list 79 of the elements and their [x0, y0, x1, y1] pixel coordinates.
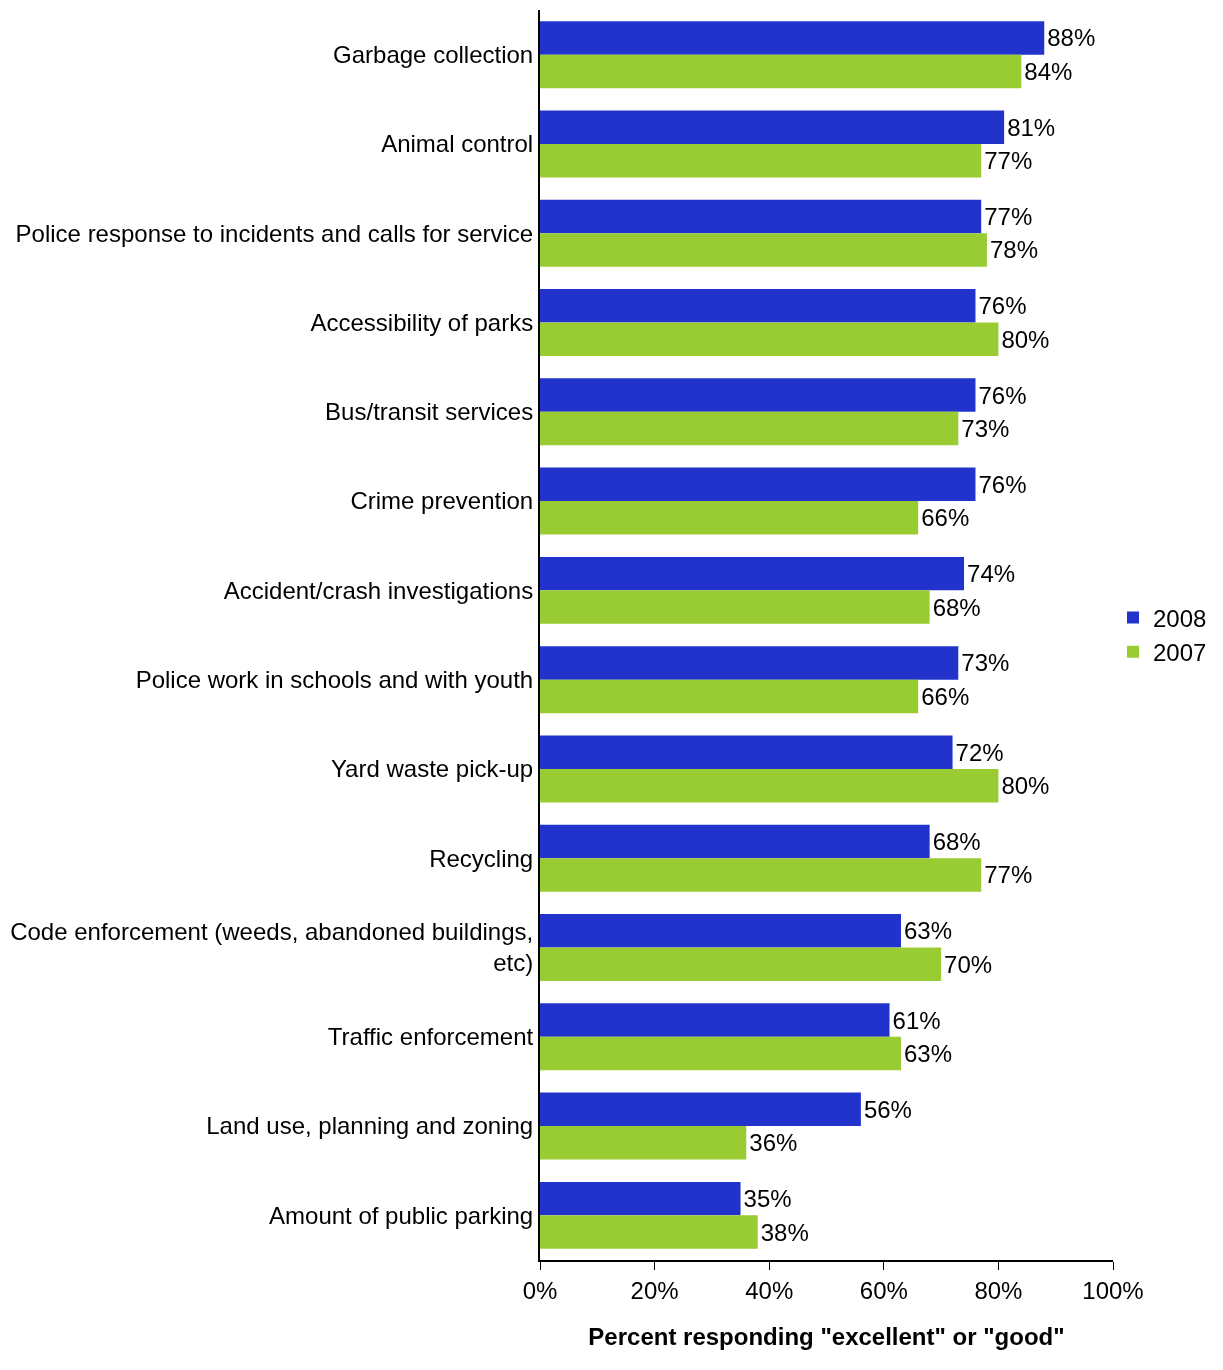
bar — [540, 322, 999, 356]
data-label: 76% — [978, 470, 1027, 498]
bar — [540, 646, 959, 680]
bar — [540, 233, 987, 267]
data-label: 73% — [961, 649, 1010, 677]
data-label: 68% — [932, 827, 981, 855]
bar — [540, 1215, 758, 1249]
data-label: 56% — [863, 1095, 912, 1123]
data-label: 77% — [984, 147, 1033, 175]
bar — [540, 1181, 741, 1216]
data-label: 63% — [903, 917, 953, 945]
y-tick-label: Animal control — [381, 130, 534, 158]
data-label: 66% — [921, 504, 970, 532]
x-tick-label: 80% — [974, 1276, 1023, 1304]
data-label: 38% — [760, 1218, 809, 1246]
y-tick-label: Garbage collection — [333, 41, 534, 69]
data-label: 68% — [932, 593, 981, 621]
y-tick-label: Crime prevention — [350, 487, 534, 515]
data-label: 66% — [921, 682, 970, 710]
data-label: 72% — [955, 738, 1004, 766]
bar — [540, 947, 942, 981]
y-tick-label: Accessibility of parks — [310, 308, 534, 336]
bar — [540, 199, 982, 234]
y-tick-label: Accident/crash investigations — [223, 576, 534, 604]
bar — [540, 590, 930, 624]
bar — [540, 1092, 861, 1127]
data-label: 74% — [967, 560, 1016, 588]
y-tick-label: Police response to incidents and calls for service — [15, 219, 534, 247]
data-label: 84% — [1024, 57, 1073, 85]
y-tick-label: Land use, planning and zoning — [206, 1112, 534, 1140]
bar — [540, 110, 1005, 144]
y-tick-label: Code enforcement (weeds, abandoned buildings, etc) — [10, 918, 534, 977]
data-label: 73% — [961, 415, 1010, 443]
data-label: 77% — [984, 861, 1033, 889]
bar — [540, 467, 976, 502]
bar — [540, 378, 976, 412]
bar — [540, 735, 953, 769]
bar — [540, 143, 982, 178]
data-label: 63% — [903, 1040, 953, 1068]
bar — [540, 54, 1022, 89]
bar — [540, 1036, 901, 1071]
bar — [540, 1003, 890, 1037]
data-label: 35% — [743, 1185, 792, 1213]
bar — [540, 679, 919, 714]
bar — [540, 556, 965, 591]
bar — [540, 411, 959, 446]
x-tick-label: 40% — [745, 1276, 794, 1304]
data-label: 76% — [978, 381, 1027, 409]
y-tick-label: Police work in schools and with youth — [135, 666, 534, 694]
y-tick-label: Yard waste pick-up — [330, 755, 534, 783]
bar — [540, 21, 1045, 55]
data-label: 70% — [944, 950, 993, 978]
bar — [540, 914, 901, 948]
data-label: 81% — [1007, 113, 1056, 141]
x-axis-title: Percent responding "excellent" or "good" — [588, 1322, 1065, 1350]
x-tick-label: 60% — [859, 1276, 908, 1304]
y-tick-label: Recycling — [429, 844, 534, 872]
data-label: 80% — [1001, 772, 1050, 800]
legend-label: 2007 — [1153, 639, 1207, 667]
x-tick-label: 20% — [630, 1276, 679, 1304]
y-tick-label: Traffic enforcement — [327, 1023, 534, 1051]
bar — [540, 1126, 747, 1160]
y-tick-label: Amount of public parking — [269, 1201, 534, 1229]
data-label: 76% — [978, 292, 1027, 320]
bar — [540, 289, 976, 323]
bar — [540, 858, 982, 892]
data-label: 36% — [749, 1129, 798, 1157]
x-tick-label: 0% — [522, 1276, 558, 1304]
bar — [540, 501, 919, 535]
bar — [540, 824, 930, 859]
data-label: 78% — [989, 236, 1038, 264]
data-label: 77% — [984, 202, 1033, 230]
bar — [540, 768, 999, 803]
x-tick-label: 100% — [1082, 1276, 1144, 1304]
y-tick-label: Bus/transit services — [325, 398, 534, 426]
legend-label: 2008 — [1153, 604, 1207, 632]
data-label: 61% — [892, 1006, 941, 1034]
data-label: 80% — [1001, 325, 1050, 353]
data-label: 88% — [1047, 24, 1096, 52]
